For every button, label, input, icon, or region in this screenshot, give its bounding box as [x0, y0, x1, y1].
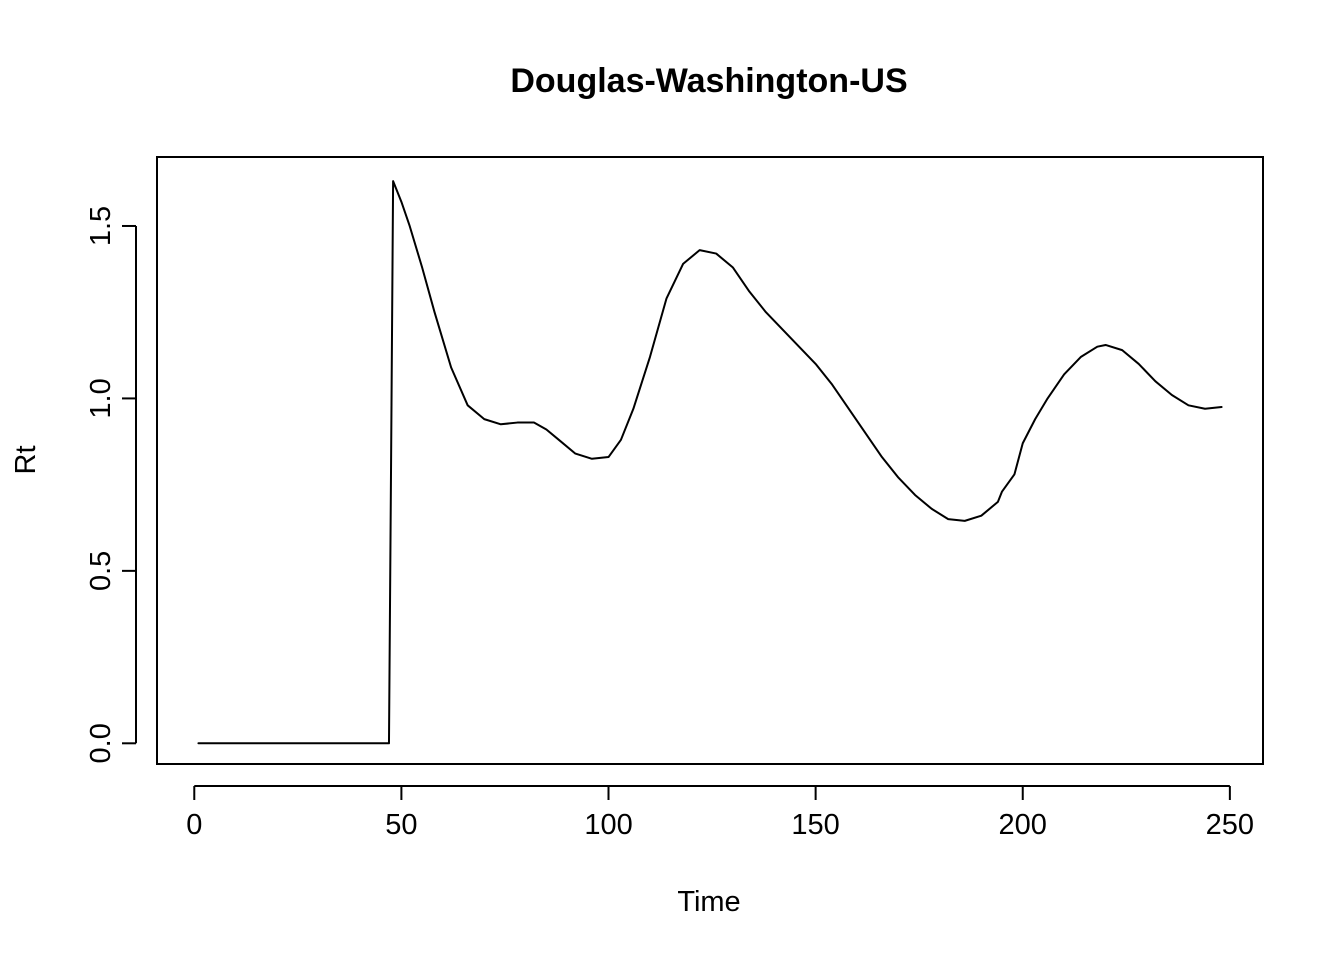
x-tick-label: 200: [999, 809, 1047, 841]
x-axis-label: Time: [677, 886, 740, 918]
x-tick-label: 0: [186, 809, 202, 841]
x-tick-label: 250: [1206, 809, 1254, 841]
x-tick-label: 100: [584, 809, 632, 841]
y-axis-label: Rt: [10, 446, 42, 475]
x-tick-label: 50: [385, 809, 417, 841]
series-layer: [197, 180, 1223, 745]
y-tick-label: 1.5: [85, 206, 117, 246]
plot-frame: [156, 156, 1264, 765]
x-tick-label: 150: [791, 809, 839, 841]
chart-title: Douglas-Washington-US: [510, 62, 907, 100]
y-tick-label: 1.0: [85, 378, 117, 418]
series-line: [197, 180, 1223, 745]
x-axis: 0 50 100 150 200 250: [186, 785, 1254, 841]
y-axis: 0.0 0.5 1.0 1.5: [85, 206, 137, 763]
y-tick-label: 0.5: [85, 551, 117, 591]
y-tick-label: 0.0: [85, 723, 117, 763]
